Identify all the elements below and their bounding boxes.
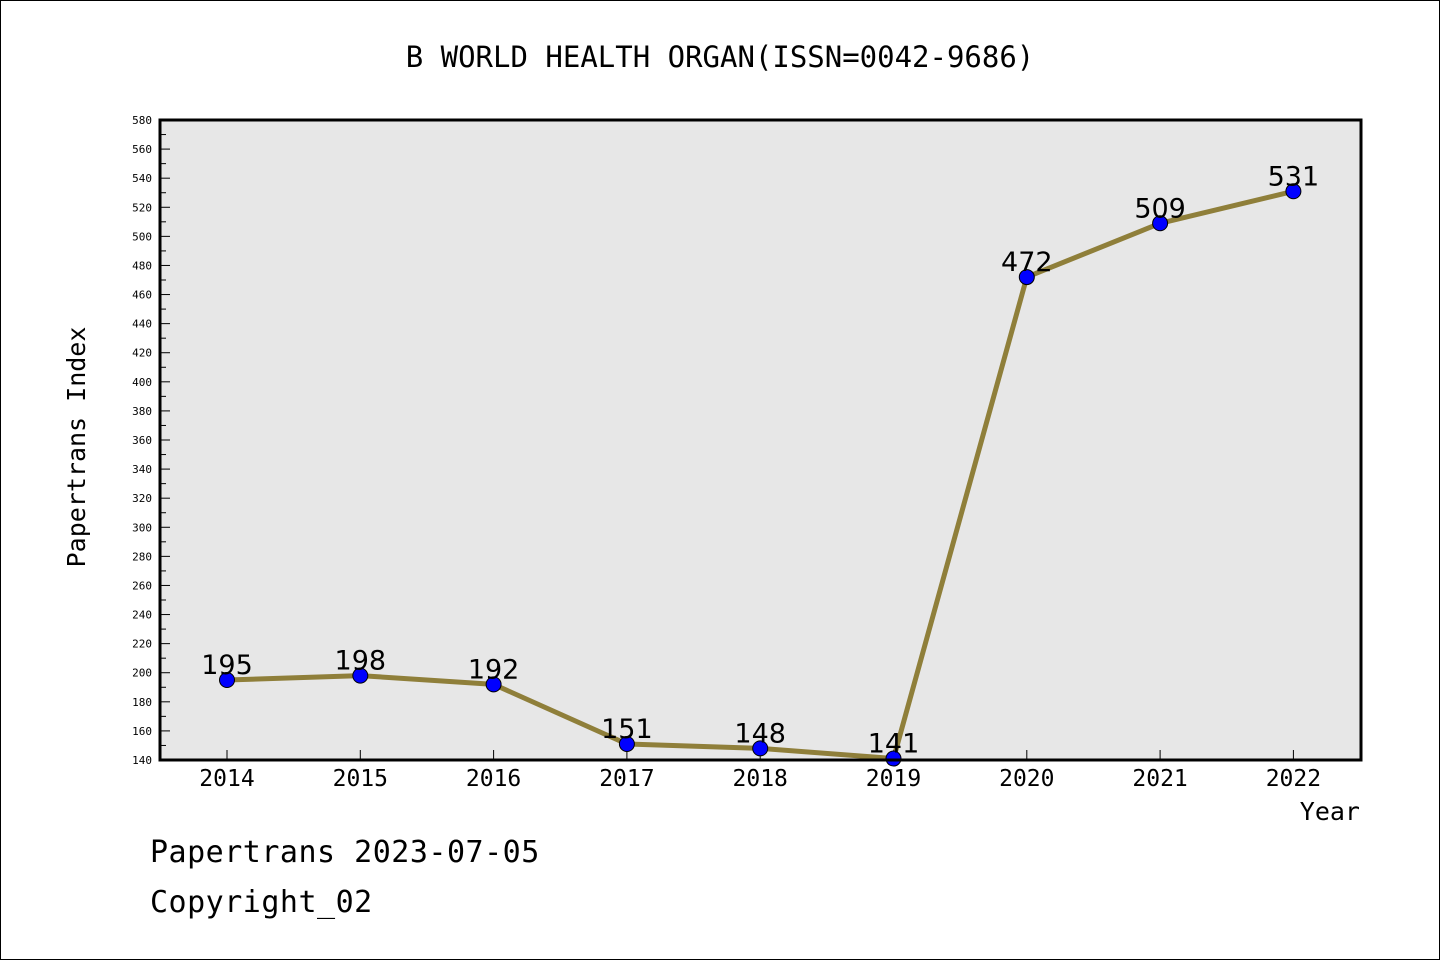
y-tick-label: 440 xyxy=(132,318,152,331)
data-label: 141 xyxy=(868,729,920,760)
x-tick-label: 2020 xyxy=(999,766,1054,792)
x-tick-label: 2021 xyxy=(1132,766,1187,792)
data-point xyxy=(1285,183,1302,200)
data-markers xyxy=(219,183,1302,767)
x-axis-label: Year xyxy=(1300,797,1360,826)
data-label: 198 xyxy=(335,646,387,677)
data-label: 192 xyxy=(468,654,520,685)
data-point xyxy=(219,672,235,688)
y-tick-label: 320 xyxy=(132,492,152,505)
x-axis: 2014 2015 2016 2017 2018 2019 2020 2021 2022 xyxy=(199,750,1321,792)
y-tick-label: 520 xyxy=(132,201,152,214)
data-point xyxy=(1018,269,1035,286)
data-label: 509 xyxy=(1134,193,1186,224)
data-label: 195 xyxy=(201,650,253,681)
y-axis-label: Papertrans Index xyxy=(62,327,91,568)
data-label: 148 xyxy=(734,718,786,749)
data-label: 151 xyxy=(601,714,653,745)
x-tick-label: 2015 xyxy=(333,766,388,792)
y-tick-label: 360 xyxy=(132,434,152,447)
y-tick-label: 340 xyxy=(132,463,152,476)
x-tick-label: 2022 xyxy=(1266,766,1321,792)
y-tick-label: 420 xyxy=(132,347,152,360)
y-axis: 140 160 180 200 220 240 260 280 300 320 340 360 380 4… xyxy=(132,114,170,767)
y-tick-label: 160 xyxy=(132,725,152,738)
data-point xyxy=(752,740,769,757)
data-point xyxy=(352,667,369,684)
footer-date: Papertrans 2023-07-05 xyxy=(150,835,540,870)
y-tick-label: 220 xyxy=(132,638,152,651)
y-tick-label: 240 xyxy=(132,609,152,622)
y-tick-label: 460 xyxy=(132,289,152,302)
data-point xyxy=(1152,215,1169,232)
x-tick-label: 2019 xyxy=(866,766,921,792)
y-tick-label: 140 xyxy=(132,754,152,767)
y-tick-label: 260 xyxy=(132,579,152,592)
y-tick-label: 280 xyxy=(132,550,152,563)
y-tick-label: 560 xyxy=(132,143,152,156)
x-tick-label: 2018 xyxy=(733,766,788,792)
data-point xyxy=(485,676,502,693)
y-tick-label: 580 xyxy=(132,114,152,127)
data-point xyxy=(618,736,635,752)
x-tick-label: 2014 xyxy=(199,766,254,792)
data-labels: 195 198 192 151 148 141 472 509 531 xyxy=(201,161,1319,759)
y-tick-label: 300 xyxy=(132,521,152,534)
data-label: 472 xyxy=(1001,247,1053,278)
data-label: 531 xyxy=(1268,161,1320,192)
x-tick-label: 2016 xyxy=(466,766,521,792)
y-tick-label: 480 xyxy=(132,259,152,272)
y-tick-label: 180 xyxy=(132,696,152,709)
y-tick-label: 200 xyxy=(132,667,152,680)
y-tick-label: 540 xyxy=(132,172,152,185)
y-tick-label: 400 xyxy=(132,376,152,389)
plot-frame xyxy=(158,118,1363,762)
chart-title: B WORLD HEALTH ORGAN(ISSN=0042-9686) xyxy=(406,40,1035,74)
y-tick-label: 380 xyxy=(132,405,152,418)
footer-copyright: Copyright_02 xyxy=(150,885,373,920)
x-tick-label: 2017 xyxy=(599,766,654,792)
y-tick-label: 500 xyxy=(132,230,152,243)
